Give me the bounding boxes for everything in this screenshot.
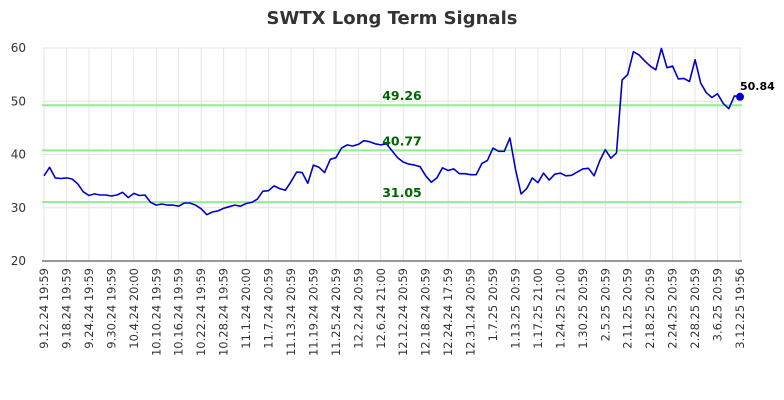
x-tick-label: 12.6.24 21:00 — [374, 268, 388, 349]
y-tick-label: 60 — [11, 41, 26, 55]
x-tick-label: 10.28.24 19:59 — [217, 268, 231, 356]
x-tick-label: 11.25.24 20:59 — [329, 268, 343, 356]
x-tick-label: 1.7.25 20:59 — [486, 268, 500, 341]
x-tick-label: 9.12.24 19:59 — [37, 268, 51, 349]
x-tick-label: 11.19.24 20:59 — [306, 268, 320, 356]
x-tick-label: 1.13.25 20:59 — [508, 268, 522, 349]
x-tick-label: 2.28.25 20:59 — [688, 268, 702, 349]
reference-line-label: 31.05 — [382, 185, 422, 200]
x-tick-label: 12.31.24 20:59 — [464, 268, 478, 356]
x-tick-label: 11.1.24 20:00 — [239, 268, 253, 349]
x-tick-label: 10.16.24 19:59 — [172, 268, 186, 356]
y-tick-label: 20 — [11, 254, 26, 268]
x-tick-label: 3.6.25 20:59 — [711, 268, 725, 341]
x-tick-label: 9.18.24 19:59 — [59, 268, 73, 349]
x-tick-label: 12.18.24 20:59 — [419, 268, 433, 356]
series-line — [43, 47, 741, 216]
last-point-marker — [736, 92, 744, 101]
x-tick-label: 3.12.25 19:56 — [733, 268, 747, 349]
label-layer: 49.26 40.77 31.05 50.84 — [382, 80, 775, 200]
x-tick-label: 11.13.24 20:59 — [284, 268, 298, 356]
x-tick-label: 10.4.24 20:00 — [127, 268, 141, 349]
grid-layer — [42, 47, 742, 262]
chart-title: SWTX Long Term Signals — [266, 8, 518, 29]
x-tick-label: 1.30.25 20:59 — [576, 268, 590, 349]
x-tick-label: 1.17.25 21:00 — [531, 268, 545, 349]
x-tick-label: 2.18.25 20:59 — [643, 268, 657, 349]
x-tick-label: 10.22.24 19:59 — [194, 268, 208, 356]
last-value-label: 50.84 — [740, 80, 775, 93]
x-tick-label: 12.2.24 20:59 — [351, 268, 365, 349]
x-tick-label: 2.24.25 20:59 — [666, 268, 680, 349]
y-tick-label: 50 — [11, 94, 26, 108]
reference-line-label: 49.26 — [382, 88, 422, 103]
axis-layer: 20 30 40 50 60 9.12.24 19:59 9.18.24 19:59 9.24… — [11, 41, 747, 356]
x-tick-label: 2.5.25 20:59 — [598, 268, 612, 341]
x-tick-label: 2.11.25 20:59 — [621, 268, 635, 349]
x-tick-label: 11.7.24 20:59 — [262, 268, 276, 349]
reference-line-label: 40.77 — [382, 133, 422, 148]
x-tick-label: 12.12.24 20:59 — [396, 268, 410, 356]
y-tick-label: 30 — [11, 201, 26, 215]
series-layer — [43, 47, 744, 216]
x-tick-label: 10.10.24 19:59 — [149, 268, 163, 356]
x-tick-label: 9.30.24 19:59 — [104, 268, 118, 349]
x-tick-label: 1.24.25 21:00 — [553, 268, 567, 349]
x-tick-label: 12.24.24 17:59 — [441, 268, 455, 356]
x-tick-label: 9.24.24 19:59 — [82, 268, 96, 349]
y-tick-label: 40 — [11, 148, 26, 162]
